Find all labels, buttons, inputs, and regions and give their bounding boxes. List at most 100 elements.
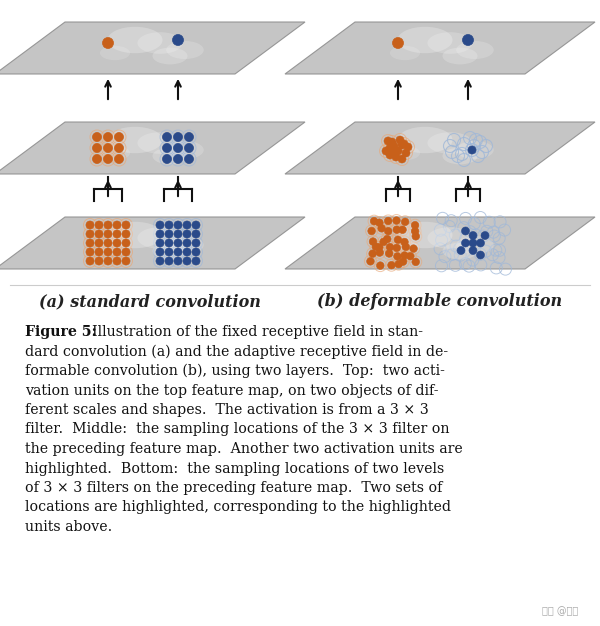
Circle shape [173, 143, 182, 153]
Circle shape [402, 149, 410, 157]
Circle shape [394, 147, 402, 155]
Ellipse shape [152, 148, 187, 165]
Circle shape [165, 221, 173, 229]
Circle shape [468, 146, 476, 154]
Circle shape [463, 34, 473, 46]
Circle shape [192, 257, 200, 265]
Circle shape [376, 219, 383, 227]
Circle shape [398, 155, 406, 163]
Circle shape [86, 230, 94, 238]
Polygon shape [0, 122, 305, 174]
Polygon shape [285, 22, 595, 74]
Circle shape [383, 235, 391, 243]
Circle shape [165, 230, 173, 238]
Circle shape [156, 257, 164, 265]
Circle shape [95, 257, 103, 265]
Ellipse shape [100, 46, 130, 60]
Circle shape [457, 247, 465, 255]
Circle shape [86, 221, 94, 229]
Circle shape [113, 248, 121, 256]
Ellipse shape [427, 132, 473, 154]
Ellipse shape [137, 132, 182, 154]
Circle shape [104, 257, 112, 265]
Circle shape [393, 226, 401, 233]
Circle shape [113, 239, 121, 247]
Ellipse shape [390, 241, 420, 255]
Circle shape [104, 133, 113, 141]
Circle shape [92, 155, 101, 163]
Ellipse shape [443, 148, 478, 165]
Circle shape [412, 232, 419, 240]
Circle shape [380, 238, 388, 245]
Circle shape [392, 38, 404, 48]
Circle shape [401, 218, 409, 225]
Circle shape [461, 227, 470, 235]
Circle shape [104, 239, 112, 247]
Circle shape [185, 133, 193, 141]
Circle shape [122, 248, 130, 256]
Circle shape [370, 217, 378, 225]
Text: 知乎 @月棣: 知乎 @月棣 [542, 606, 578, 616]
Circle shape [410, 245, 418, 252]
Circle shape [113, 257, 121, 265]
Circle shape [185, 155, 193, 163]
Circle shape [92, 133, 101, 141]
Circle shape [401, 252, 409, 259]
Circle shape [386, 151, 394, 159]
Ellipse shape [398, 222, 452, 248]
Text: Figure 5:: Figure 5: [25, 325, 97, 339]
Circle shape [113, 230, 121, 238]
Ellipse shape [107, 27, 163, 53]
Circle shape [400, 140, 408, 148]
Ellipse shape [390, 146, 420, 160]
Text: units above.: units above. [25, 520, 112, 534]
Circle shape [376, 244, 383, 251]
Circle shape [173, 155, 182, 163]
Circle shape [378, 225, 385, 232]
Circle shape [103, 38, 113, 48]
Ellipse shape [166, 141, 204, 159]
Circle shape [404, 143, 412, 151]
Circle shape [469, 247, 477, 255]
Circle shape [156, 239, 164, 247]
Circle shape [163, 155, 172, 163]
Circle shape [173, 34, 184, 46]
Circle shape [388, 138, 396, 146]
Text: locations are highlighted, corresponding to the highlighted: locations are highlighted, corresponding… [25, 501, 451, 515]
Text: (a) standard convolution: (a) standard convolution [39, 294, 261, 310]
Circle shape [192, 230, 200, 238]
Circle shape [376, 249, 383, 256]
Circle shape [376, 262, 384, 269]
Circle shape [367, 257, 374, 265]
Circle shape [86, 257, 94, 265]
Circle shape [165, 257, 173, 265]
Text: (b) deformable convolution: (b) deformable convolution [317, 294, 563, 310]
Ellipse shape [100, 146, 130, 160]
Circle shape [163, 143, 172, 153]
Polygon shape [285, 217, 595, 269]
Text: Illustration of the fixed receptive field in stan-: Illustration of the fixed receptive fiel… [83, 325, 423, 339]
Text: formable convolution (b), using two layers.  Top:  two acti-: formable convolution (b), using two laye… [25, 364, 445, 378]
Circle shape [401, 238, 408, 246]
Circle shape [384, 137, 392, 145]
Ellipse shape [456, 141, 494, 159]
Circle shape [411, 222, 419, 229]
Circle shape [104, 221, 112, 229]
Ellipse shape [137, 227, 182, 249]
Circle shape [115, 155, 124, 163]
Circle shape [393, 244, 401, 252]
Text: dard convolution (a) and the adaptive receptive field in de-: dard convolution (a) and the adaptive re… [25, 344, 448, 359]
Ellipse shape [100, 241, 130, 255]
Circle shape [95, 248, 103, 256]
Ellipse shape [107, 222, 163, 248]
Ellipse shape [152, 48, 187, 64]
Circle shape [183, 239, 191, 247]
Text: filter.  Middle:  the sampling locations of the 3 × 3 filter on: filter. Middle: the sampling locations o… [25, 423, 449, 436]
Circle shape [122, 230, 130, 238]
Circle shape [476, 251, 485, 259]
Circle shape [95, 221, 103, 229]
Circle shape [113, 221, 121, 229]
Circle shape [394, 252, 401, 260]
Text: of 3 × 3 filters on the preceding feature map.  Two sets of: of 3 × 3 filters on the preceding featur… [25, 481, 442, 495]
Ellipse shape [443, 48, 478, 64]
